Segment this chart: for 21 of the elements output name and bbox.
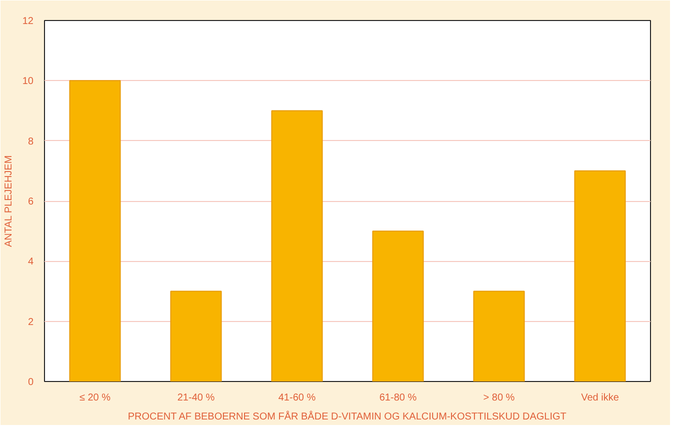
y-tick-label: 12	[22, 16, 34, 27]
y-tick-label: 10	[22, 76, 34, 88]
y-tick-label: 8	[28, 136, 34, 148]
y-tick-label: 4	[28, 256, 34, 268]
bar	[271, 110, 323, 382]
x-tick-label: ≤ 20 %	[79, 392, 111, 404]
bar	[170, 290, 222, 382]
y-tick-label: 2	[28, 316, 34, 328]
x-tick-label: > 80 %	[483, 392, 515, 404]
x-tick-label: 61-80 %	[379, 392, 417, 404]
y-tick-label: 6	[28, 196, 34, 208]
x-tick-label: 21-40 %	[177, 392, 215, 404]
y-tick-label: 0	[28, 377, 34, 388]
x-tick-label: 41-60 %	[278, 392, 316, 404]
y-axis-title: ANTAL PLEJEHJEM	[3, 155, 14, 248]
x-tick-label: Ved ikke	[581, 392, 620, 404]
bar	[372, 230, 424, 382]
bar	[473, 290, 525, 382]
x-axis-title: PROCENT AF BEBOERNE SOM FÅR BÅDE D-VITAMIN OG KALCIUM-KOSTTILSKUD DAGLIGT	[128, 410, 566, 422]
bar	[69, 80, 121, 382]
bar	[574, 170, 626, 382]
